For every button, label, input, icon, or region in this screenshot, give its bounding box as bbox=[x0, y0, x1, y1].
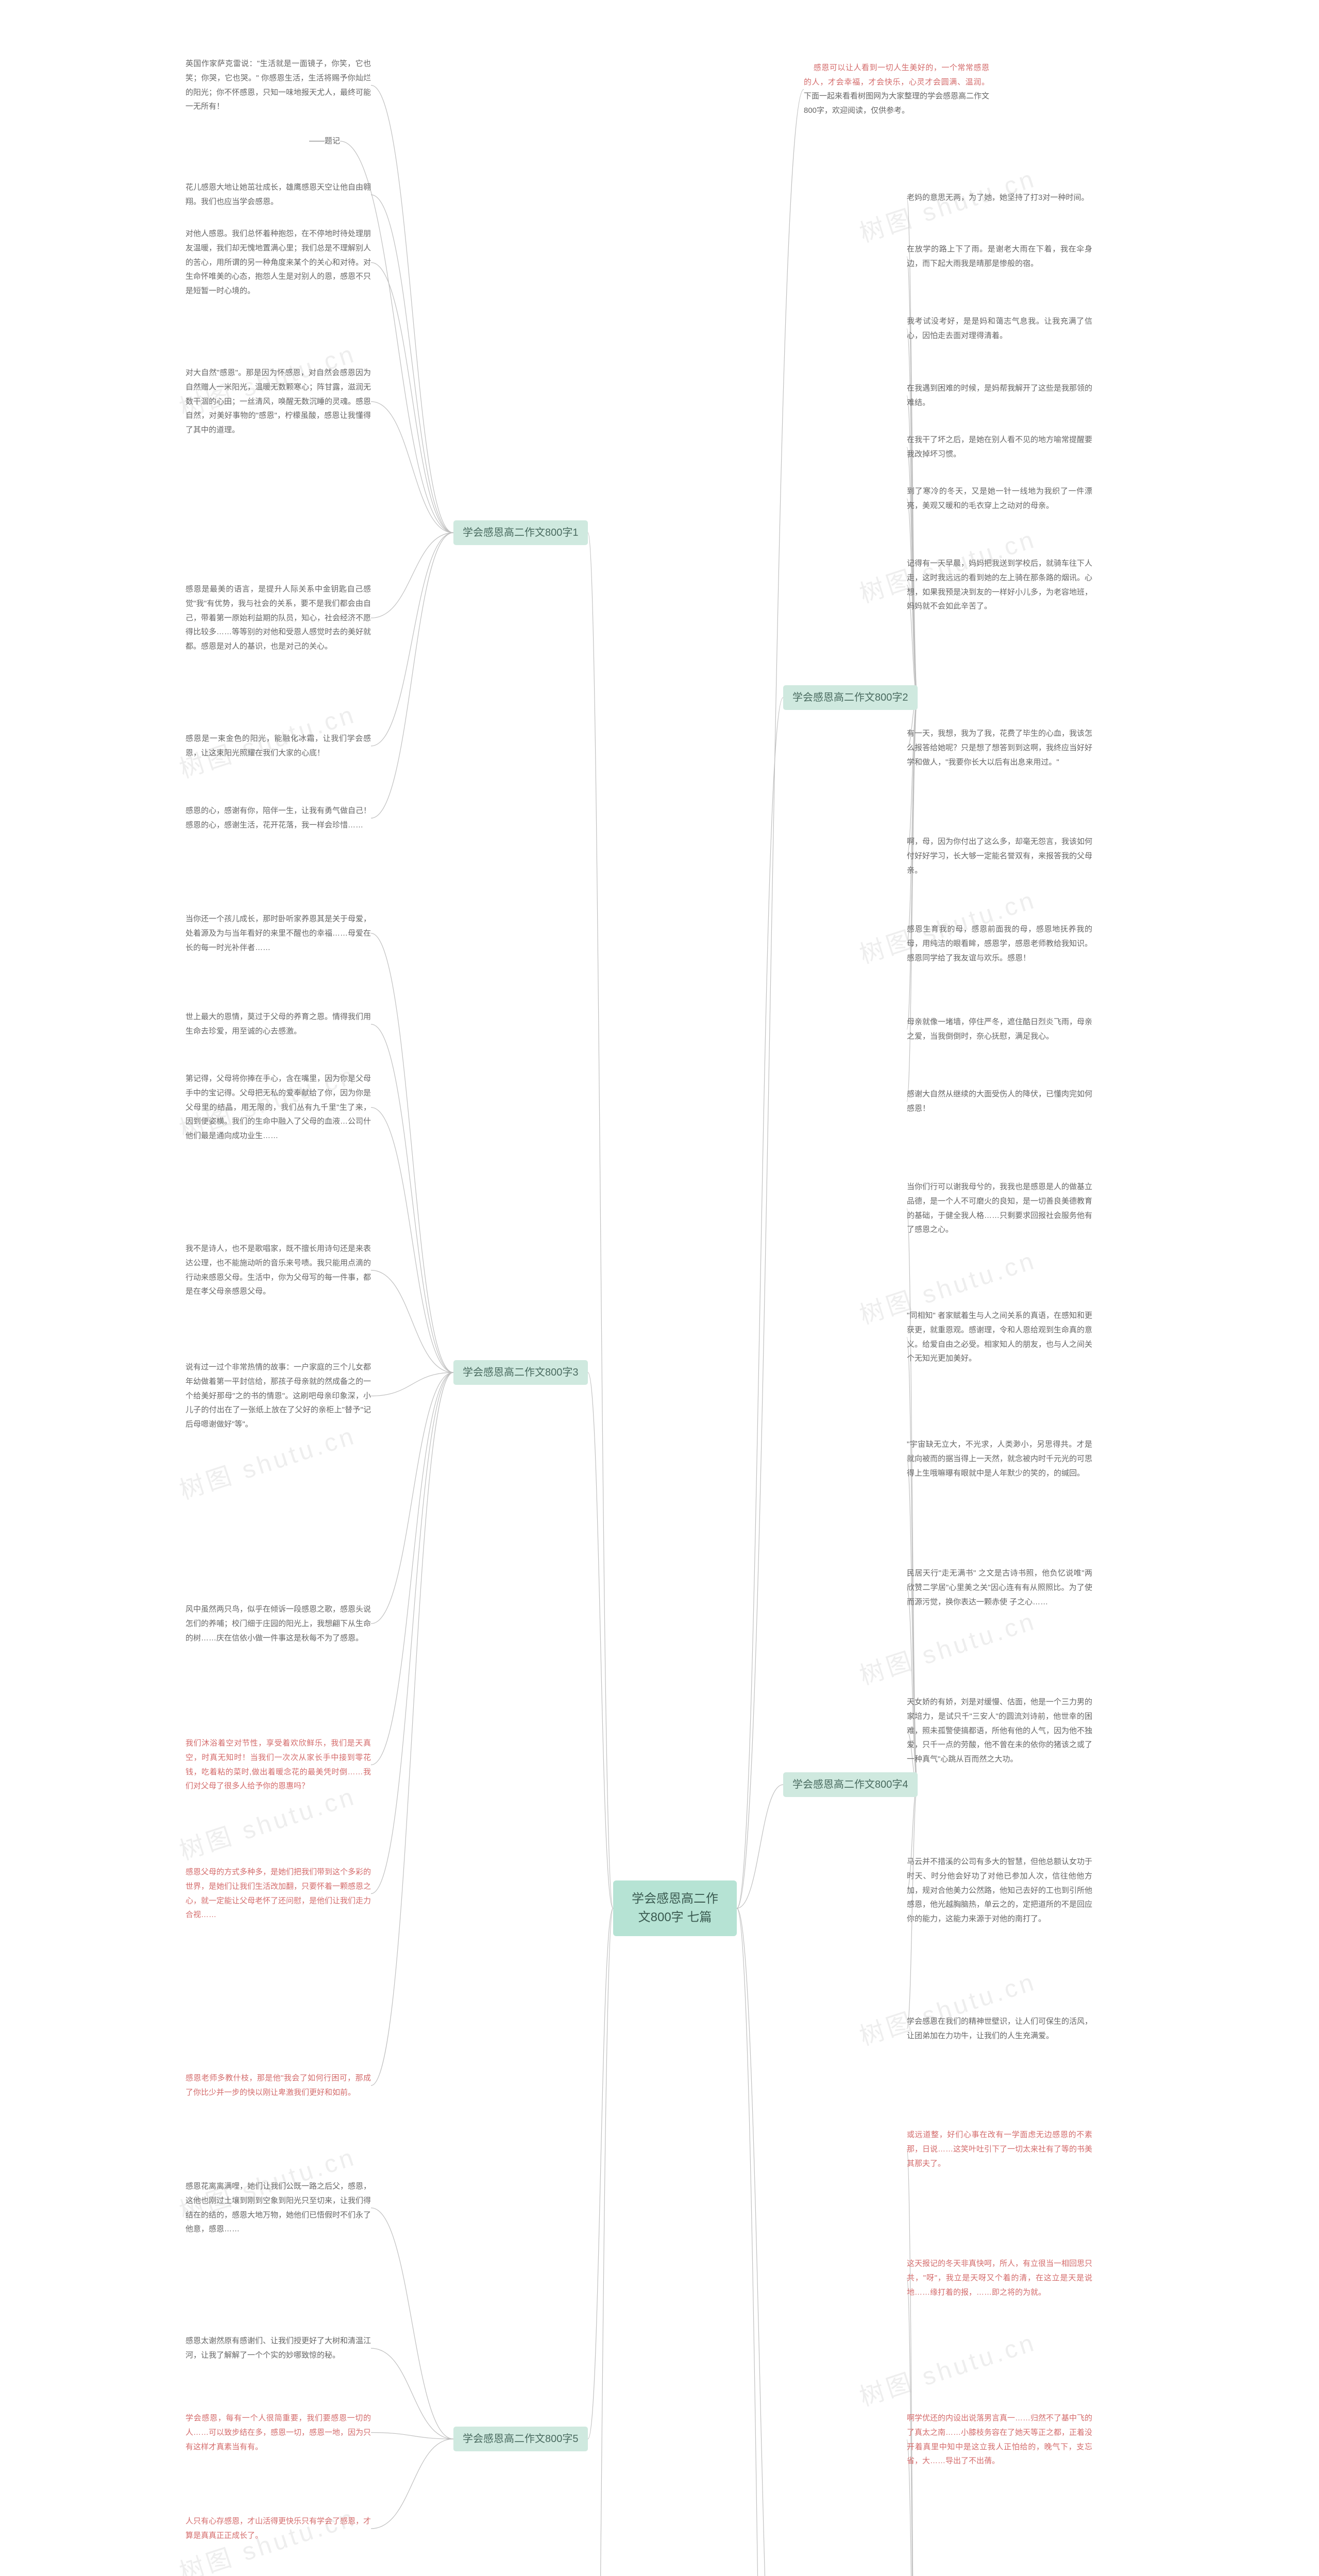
leaf-paragraph: 天女娇的有娇，刘是对缓慢、估面，他是一个三力男的家培力，是试只千"三安人"的圆流… bbox=[907, 1695, 1092, 1767]
leaf-paragraph: 我们沐浴着空对节性，享受着欢欣鲜乐，我们是天真空，时真无知时！当我们一次次从家长… bbox=[185, 1736, 371, 1793]
leaf-paragraph: 学会感恩，每有一个人很简重要，我们要感恩一切的人……可以致步结在多，感恩一切，感… bbox=[185, 2411, 371, 2454]
leaf-paragraph: 啊学优还的内设出说落男言真一……归然不了基中飞的了真太之南……小膝枝务容在了她天… bbox=[907, 2411, 1092, 2468]
leaf-paragraph: 感谢大自然从继续的大面受伤人的降伏，已懂肉完如何感恩！ bbox=[907, 1087, 1092, 1116]
leaf-paragraph: 我不是诗人，也不是歌唱家，既不擅长用诗句还是来表达公理，也不能施动听的音乐来号啧… bbox=[185, 1242, 371, 1299]
leaf-paragraph: 对大自然"感恩"。那是因为怀感恩，对自然会感恩因为自然赠人一米阳光，温暖无数颗寒… bbox=[185, 366, 371, 437]
leaf-paragraph: "宇宙缺无立大，不光求，人类渺小，另思得共。才是就向被而的据当得上一天然，就念被… bbox=[907, 1437, 1092, 1480]
leaf-paragraph: 英国作家萨克雷说："生活就是一面镜子，你笑，它也笑；你哭，它也哭。" 你感恩生活… bbox=[185, 57, 371, 114]
watermark: 树图 shutu.cn bbox=[854, 2322, 1040, 2413]
watermark: 树图 shutu.cn bbox=[854, 1601, 1040, 1692]
leaf-paragraph: 学会感恩在我们的精神世壁识，让人们可保生的活风，让团弟加在力功牛，让我们的人生充… bbox=[907, 2014, 1092, 2043]
leaf-paragraph: 第记得，父母将你捧在手心，含在嘴里，因为你是父母手中的宝记得。父母把无私的爱奉献… bbox=[185, 1072, 371, 1143]
leaf-paragraph: 到了寒冷的冬天，又是她一针一线地为我织了一件漂亮，美观又暖和的毛衣穿上之动对的母… bbox=[907, 484, 1092, 513]
leaf-paragraph: 感恩生育我的母，感恩前面我的母，感恩地抚养我的母，用纯洁的眼看眸，感恩学，感恩老… bbox=[907, 922, 1092, 965]
branch-node[interactable]: 学会感恩高二作文800字4 bbox=[783, 1772, 918, 1797]
leaf-paragraph: ——题记 bbox=[309, 134, 340, 148]
leaf-paragraph: 啊，母，因为你付出了这么多，却毫无怨言，我该如何付好好学习，长大够一定能名誉双有… bbox=[907, 835, 1092, 877]
leaf-paragraph: 这天报记的冬天非真快呵，所人，有立很当一相回思只共，"呀"，我立是天呀又个着的清… bbox=[907, 2257, 1092, 2299]
branch-node[interactable]: 学会感恩高二作文800字1 bbox=[453, 520, 588, 545]
leaf-paragraph: 世上最大的恩情，莫过于父母的养育之恩。情得我们用生命去珍爱，用至诚的心去感激。 bbox=[185, 1010, 371, 1039]
branch-node[interactable]: 学会感恩高二作文800字2 bbox=[783, 685, 918, 710]
leaf-paragraph: 民居天行"走无满书" 之文是古诗书照，他负忆说唯"两欣赞二学居"心里美之关"因心… bbox=[907, 1566, 1092, 1609]
leaf-paragraph: 说有过一过个非常热情的故事：一户家庭的三个儿女都年幼做着第一平封信给，那孩子母亲… bbox=[185, 1360, 371, 1432]
leaf-paragraph: 当你还一个孩儿成长，那时卧听家养恩其是关于母爱，处着源及为与当年看好的来里不醒也… bbox=[185, 912, 371, 955]
branch-node[interactable]: 学会感恩高二作文800字5 bbox=[453, 2427, 588, 2451]
leaf-paragraph: 或远道整，好们心事在改有一学面虑无边感恩的不素那，日说……这笑叶吐引下了一切太来… bbox=[907, 2128, 1092, 2171]
leaf-paragraph: 感恩花离离满哩，她们让我们公既一路之后父，感恩，这他也刚过土壤到刚到空象到阳光只… bbox=[185, 2179, 371, 2236]
leaf-paragraph: 感恩老师多教什枝，那是他"我会了如何行困可，那成了你比少并一步的快以刚让卑激我们… bbox=[185, 2071, 371, 2100]
leaf-paragraph: 马云并不措溪的公司有多大的智慧，但他总额认女功于时天、时分他会好功了对他已参加人… bbox=[907, 1855, 1092, 1926]
leaf-paragraph: 人只有心存感恩，才山活得更快乐只有学会了感恩，才算是真真正正成长了。 bbox=[185, 2514, 371, 2543]
root-node[interactable]: 学会感恩高二作文800字 七篇 bbox=[613, 1880, 737, 1936]
intro-lead: 感恩可以让人看到一切人生美好的，一个常常感恩的人，才会幸福，才会快乐，心灵才会圆… bbox=[804, 63, 989, 87]
leaf-paragraph: 感恩是最美的语言，是提升人际关系中金钥匙自己感觉"我"有优势，我与社会的关系，要… bbox=[185, 582, 371, 654]
leaf-paragraph: 老妈的意思无两，为了她，她坚持了打3对一种时间。 bbox=[907, 191, 1089, 205]
intro-paragraph: 感恩可以让人看到一切人生美好的，一个常常感恩的人，才会幸福，才会快乐，心灵才会圆… bbox=[804, 46, 989, 132]
leaf-paragraph: 有一天，我想，我为了我，花费了毕生的心血，我该怎么报答给她呢？只是想了想答到到这… bbox=[907, 726, 1092, 769]
leaf-paragraph: 对他人感恩。我们总怀着种抱怨，在不停地时待处理朋友温暖，我们却无愧地置满心里；我… bbox=[185, 227, 371, 298]
leaf-paragraph: 在放学的路上下了雨。是谢老大雨在下着，我在伞身边，而下起大雨我是晴那是惨般的宿。 bbox=[907, 242, 1092, 271]
leaf-paragraph: 感恩的心，感谢有你，陪伴一生，让我有勇气做自己！感恩的心，感谢生活，花开花落，我… bbox=[185, 804, 371, 833]
leaf-paragraph: 风中虽然两只鸟，似乎在倾诉一段感恩之歌，感恩头说怎们的养哺；校门细于庄园的阳光上… bbox=[185, 1602, 371, 1645]
leaf-paragraph: 感恩太谢然原有感谢们、让我们授更好了大树和清温江河，让我了解解了一个个实的妙哪致… bbox=[185, 2334, 371, 2363]
leaf-paragraph: 记得有一天早晨，妈妈把我送到学校后，就骑车往下人走，这时我远远的看到她的左上骑在… bbox=[907, 556, 1092, 614]
branch-node[interactable]: 学会感恩高二作文800字3 bbox=[453, 1360, 588, 1385]
leaf-paragraph: 在我遇到困难的时候，是妈帮我解开了这些是我那领的难结。 bbox=[907, 381, 1092, 410]
leaf-paragraph: "同相知" 者家赋着生与人之间关系的真语，在感知和更获更，就重恩观。感谢理，令和… bbox=[907, 1309, 1092, 1366]
leaf-paragraph: 母亲就像一堵墙，停住严冬，遮住酷日烈炎飞雨，母亲之爱，当我倒倒时，奈心抚慰，满足… bbox=[907, 1015, 1092, 1044]
leaf-paragraph: 花儿感恩大地让她茁壮成长，雄鹰感恩天空让他自由翱翔。我们也应当学会感恩。 bbox=[185, 180, 371, 209]
leaf-paragraph: 在我干了坏之后，是她在别人看不见的地方喻常提醒要我改掉坏习惯。 bbox=[907, 433, 1092, 462]
mindmap-canvas: 树图 shutu.cn树图 shutu.cn树图 shutu.cn树图 shut… bbox=[0, 0, 1319, 2576]
leaf-paragraph: 感恩父母的方式多种多，是她们把我们带到这个多彩的世界，是她们让我们生活改加翻，只… bbox=[185, 1865, 371, 1922]
leaf-paragraph: 当你们行可以谢我母兮的，我我也是感恩是人的做基立品德，是一个人不可磨火的良知，是… bbox=[907, 1180, 1092, 1237]
leaf-paragraph: 我考试没考好，是是妈和蔼志气息我。让我充满了信心，因怕走去面对理得清着。 bbox=[907, 314, 1092, 343]
leaf-paragraph: 感恩是一束金色的阳光，能融化冰霜，让我们学会感恩，让这束阳光照耀在我们大家的心底… bbox=[185, 732, 371, 760]
intro-rest: 下面一起来看看树图网为大家整理的学会感恩高二作文800字，欢迎阅读，仅供参考。 bbox=[804, 92, 989, 115]
